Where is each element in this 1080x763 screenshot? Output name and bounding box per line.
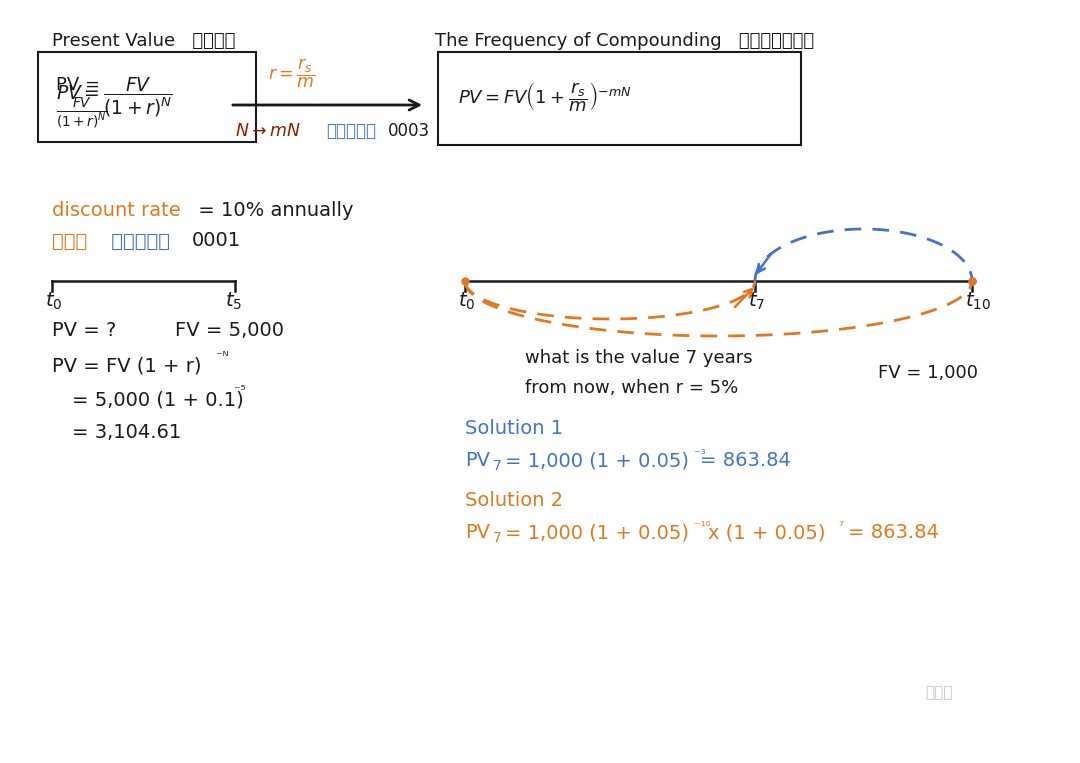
Text: PV = FV (1 + r): PV = FV (1 + r) bbox=[52, 356, 202, 375]
Text: Present Value   现在价値: Present Value 现在价値 bbox=[52, 32, 235, 50]
Text: $PV = FV\left(1 + \dfrac{r_s}{m}\right)^{-mN}$: $PV = FV\left(1 + \dfrac{r_s}{m}\right)^… bbox=[458, 81, 632, 114]
Text: $t_{10}$: $t_{10}$ bbox=[966, 291, 991, 311]
Text: $t_7$: $t_7$ bbox=[748, 291, 765, 311]
Text: 【麦合盒】: 【麦合盒】 bbox=[105, 231, 170, 250]
Text: ⁻¹⁰: ⁻¹⁰ bbox=[690, 520, 711, 533]
Text: FV = 5,000: FV = 5,000 bbox=[175, 320, 284, 340]
Text: 7: 7 bbox=[492, 531, 502, 545]
Text: FV = 1,000: FV = 1,000 bbox=[878, 364, 978, 382]
Text: x (1 + 0.05): x (1 + 0.05) bbox=[708, 523, 825, 542]
Text: PV =: PV = bbox=[56, 76, 106, 94]
FancyBboxPatch shape bbox=[38, 52, 256, 142]
Text: 0003: 0003 bbox=[388, 122, 430, 140]
Text: $r = \dfrac{r_s}{m}$: $r = \dfrac{r_s}{m}$ bbox=[268, 56, 315, 90]
Text: ⁷: ⁷ bbox=[835, 520, 843, 533]
Text: ⁻ᴺ: ⁻ᴺ bbox=[212, 349, 229, 362]
Text: 折现率: 折现率 bbox=[52, 231, 87, 250]
Text: = 863.84: = 863.84 bbox=[848, 523, 939, 542]
Text: 0001: 0001 bbox=[192, 231, 241, 250]
Text: ⁻⁵: ⁻⁵ bbox=[230, 384, 245, 397]
FancyBboxPatch shape bbox=[438, 52, 801, 145]
Text: = 3,104.61: = 3,104.61 bbox=[72, 423, 181, 443]
Text: = 1,000 (1 + 0.05): = 1,000 (1 + 0.05) bbox=[505, 523, 689, 542]
Text: = 1,000 (1 + 0.05): = 1,000 (1 + 0.05) bbox=[505, 452, 689, 471]
Text: discount rate: discount rate bbox=[52, 201, 180, 221]
Text: $t_0$: $t_0$ bbox=[458, 291, 475, 311]
Text: ⁻³: ⁻³ bbox=[690, 448, 705, 461]
Text: The Frequency of Compounding   不同的计息频率: The Frequency of Compounding 不同的计息频率 bbox=[435, 32, 814, 50]
Text: = 10% annually: = 10% annually bbox=[192, 201, 353, 221]
Text: $t_0$: $t_0$ bbox=[45, 291, 63, 311]
Text: Solution 2: Solution 2 bbox=[465, 491, 563, 510]
Text: what is the value 7 years: what is the value 7 years bbox=[525, 349, 753, 367]
Text: Solution 1: Solution 1 bbox=[465, 418, 563, 437]
Text: = 863.84: = 863.84 bbox=[700, 452, 791, 471]
Text: PV: PV bbox=[465, 452, 490, 471]
Text: from now, when r = 5%: from now, when r = 5% bbox=[525, 379, 739, 397]
Text: PV = ?: PV = ? bbox=[52, 320, 117, 340]
Text: 7: 7 bbox=[492, 459, 502, 473]
Text: $t_5$: $t_5$ bbox=[225, 291, 242, 311]
Text: PV: PV bbox=[465, 523, 490, 542]
Text: = 5,000 (1 + 0.1): = 5,000 (1 + 0.1) bbox=[72, 391, 244, 410]
Text: $PV = \dfrac{FV}{(1 + r)^N}$: $PV = \dfrac{FV}{(1 + r)^N}$ bbox=[56, 76, 173, 119]
Text: 【麦合盒】: 【麦合盒】 bbox=[326, 122, 376, 140]
Text: 麦合盒: 麦合盒 bbox=[924, 685, 953, 700]
Text: $N \rightarrow mN$: $N \rightarrow mN$ bbox=[235, 122, 301, 140]
Text: $\frac{FV}{(1 + r)^N}$: $\frac{FV}{(1 + r)^N}$ bbox=[56, 96, 107, 130]
